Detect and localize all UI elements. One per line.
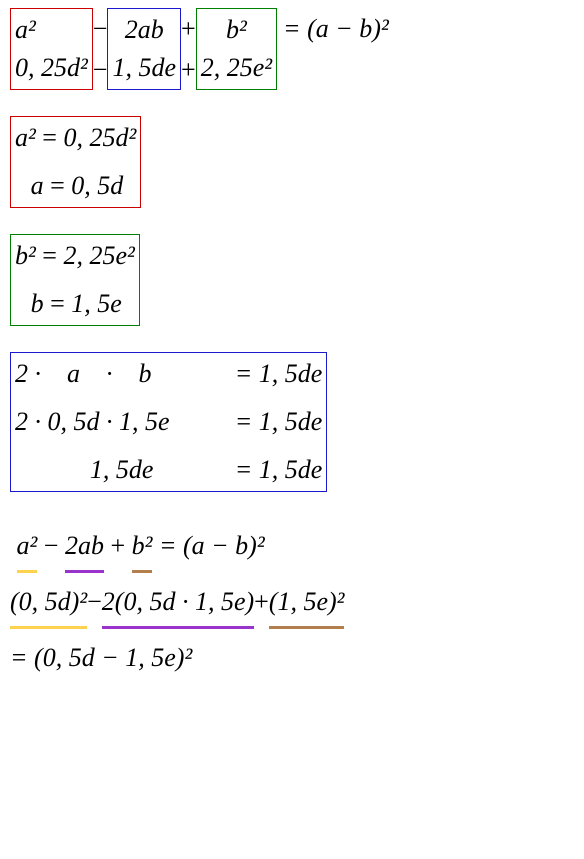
green-l1-left: b² bbox=[15, 241, 36, 270]
rhs-amb2: = (a − b)² bbox=[283, 10, 389, 48]
u-mid: 2(0, 5d · 1, 5e) bbox=[102, 578, 254, 626]
u-2ab: 2ab bbox=[65, 522, 104, 570]
col-plus: + + bbox=[181, 8, 196, 90]
red-l2-left: a bbox=[15, 171, 44, 201]
b-rhs1: = (a − b)² bbox=[152, 531, 264, 560]
op-minus-2: − bbox=[93, 51, 108, 89]
red-l2-right: 0, 5d bbox=[71, 171, 123, 200]
col-minus: − − bbox=[93, 8, 108, 90]
blue-l1-left: 2 · a · b bbox=[15, 359, 228, 389]
op-plus-2: + bbox=[181, 51, 196, 89]
red-l2-eq: = bbox=[50, 171, 65, 200]
blue-line3: 1, 5de = 1, 5de bbox=[15, 451, 322, 489]
cell-2ab: 2ab bbox=[112, 11, 176, 49]
sub-line1: a² − 2ab + b² = (a − b)² bbox=[10, 518, 574, 574]
b-minus: − bbox=[37, 531, 65, 560]
op-plus-1: + bbox=[181, 10, 196, 48]
col-b-squared: b² 2, 25e² bbox=[196, 8, 277, 90]
red-line1: a² = 0, 25d² bbox=[15, 119, 136, 157]
cell-225e2: 2, 25e² bbox=[201, 49, 272, 87]
col-a-squared: a² 0, 25d² bbox=[10, 8, 93, 90]
blue-line2: 2 · 0, 5d · 1, 5e = 1, 5de bbox=[15, 403, 322, 441]
sub-line3: = (0, 5d − 1, 5e)² bbox=[10, 630, 574, 686]
blue-line1: 2 · a · b = 1, 5de bbox=[15, 355, 322, 393]
u-15e2: (1, 5e)² bbox=[269, 578, 345, 626]
green-line2: b = 1, 5e bbox=[15, 285, 135, 323]
green-l2-right: 1, 5e bbox=[71, 289, 122, 318]
red-l1-eq: = bbox=[42, 123, 57, 152]
derive-b-box: b² = 2, 25e² b = 1, 5e bbox=[10, 234, 574, 326]
green-l2-left: b bbox=[15, 289, 44, 319]
b-plus: + bbox=[104, 531, 132, 560]
cell-025d2: 0, 25d² bbox=[15, 49, 88, 87]
op-minus-1: − bbox=[93, 10, 108, 48]
derive-a-box: a² = 0, 25d² a = 0, 5d bbox=[10, 116, 574, 208]
pattern-comparison-row: a² 0, 25d² − − 2ab 1, 5de + + b² 2, 25e²… bbox=[10, 8, 574, 90]
green-l2-eq: = bbox=[50, 289, 65, 318]
blue-l3-left: 1, 5de bbox=[15, 455, 228, 485]
red-l1-right: 0, 25d² bbox=[63, 123, 136, 152]
green-l1-right: 2, 25e² bbox=[63, 241, 134, 270]
cell-15de: 1, 5de bbox=[112, 49, 176, 87]
red-line2: a = 0, 5d bbox=[15, 167, 136, 205]
substitution-block: a² − 2ab + b² = (a − b)² (0, 5d)²−2(0, 5… bbox=[10, 518, 574, 686]
sub-line2: (0, 5d)²−2(0, 5d · 1, 5e)+(1, 5e)² bbox=[10, 574, 574, 630]
blue-l3-right: = 1, 5de bbox=[235, 455, 323, 484]
b-m2: − bbox=[87, 587, 102, 616]
blue-l2-left: 2 · 0, 5d · 1, 5e bbox=[15, 407, 228, 437]
rhs-empty bbox=[283, 51, 389, 89]
check-2ab-box: 2 · a · b = 1, 5de 2 · 0, 5d · 1, 5e = 1… bbox=[10, 352, 574, 492]
red-l1-left: a² bbox=[15, 123, 36, 152]
col-rhs: = (a − b)² bbox=[277, 8, 389, 90]
green-line1: b² = 2, 25e² bbox=[15, 237, 135, 275]
u-05d2: (0, 5d)² bbox=[10, 578, 87, 626]
col-2ab: 2ab 1, 5de bbox=[107, 8, 181, 90]
green-l1-eq: = bbox=[42, 241, 57, 270]
blue-l2-right: = 1, 5de bbox=[235, 407, 323, 436]
u-b2: b² bbox=[132, 522, 153, 570]
b-p2: + bbox=[254, 587, 269, 616]
cell-b2: b² bbox=[201, 11, 272, 49]
u-a2: a² bbox=[17, 522, 38, 570]
blue-l1-right: = 1, 5de bbox=[235, 359, 323, 388]
cell-a2: a² bbox=[15, 11, 88, 49]
